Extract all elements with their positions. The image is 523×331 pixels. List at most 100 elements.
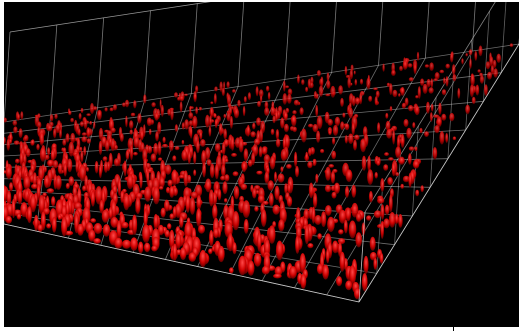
spike-mark (64, 230, 74, 236)
spike-mark (219, 81, 223, 93)
spike-mark (436, 116, 442, 128)
spike-mark (334, 116, 341, 127)
spike-mark (382, 63, 385, 72)
spike-mark (159, 177, 165, 189)
spike-mark (158, 157, 163, 162)
spike-mark (451, 64, 456, 76)
spike-mark (493, 68, 498, 78)
spike-mark (70, 132, 76, 144)
spike-mark (247, 260, 255, 276)
spike-mark (5, 166, 12, 180)
spike-mark (320, 211, 327, 228)
spike-mark (183, 170, 189, 187)
spike-mark (386, 82, 390, 87)
spike-mark (68, 110, 72, 116)
spike-mark (477, 69, 481, 73)
spike-mark (135, 197, 141, 214)
spike-mark (338, 85, 343, 95)
spike-mark (324, 184, 332, 193)
spike-mark (33, 214, 39, 232)
3d-surface-viewport[interactable] (4, 2, 519, 327)
spike-mark (140, 130, 144, 141)
spike-mark (457, 88, 461, 99)
spike-mark (192, 115, 198, 129)
spike-mark (387, 177, 393, 186)
grid-line (358, 211, 366, 303)
spike-mark (420, 78, 425, 86)
spike-mark (347, 77, 352, 89)
spike-mark (170, 108, 174, 121)
spike-mark (394, 213, 399, 225)
spike-mark (178, 174, 185, 179)
spike-mark (490, 65, 495, 75)
spike-mark (305, 151, 309, 162)
spike-mark (227, 94, 231, 107)
grid-line (471, 2, 476, 52)
spike-mark (399, 65, 403, 72)
spike-mark (209, 163, 215, 178)
spike-mark (155, 131, 159, 142)
spike-mark (179, 95, 184, 102)
spike-mark (401, 102, 406, 109)
spike-mark (88, 229, 96, 242)
spike-mark (83, 146, 87, 157)
spike-mark (403, 119, 409, 127)
spike-mark (429, 62, 434, 71)
spike-mark (94, 161, 99, 174)
spike-mark (85, 167, 89, 172)
spike-mark (338, 229, 344, 235)
spike-mark (324, 205, 332, 216)
spike-mark (361, 155, 367, 171)
spike-mark (104, 107, 108, 112)
spike-mark (264, 107, 270, 116)
spike-mark (237, 99, 241, 107)
spike-mark (32, 172, 37, 188)
spike-mark (286, 93, 292, 104)
spike-mark (345, 169, 353, 182)
spike-mark (338, 209, 347, 224)
spike-mark (61, 216, 68, 237)
spike-mark (243, 219, 249, 234)
spike-mark (328, 130, 332, 136)
spike-mark (38, 195, 45, 215)
spike-mark (288, 266, 297, 279)
spike-mark (222, 181, 228, 195)
spike-mark (269, 155, 276, 170)
spike-mark (188, 252, 197, 262)
spike-mark (396, 135, 401, 150)
spike-mark (268, 225, 276, 244)
spike-mark (114, 237, 123, 249)
spike-mark (193, 151, 197, 165)
spike-mark (184, 119, 190, 130)
spike-mark (424, 64, 429, 68)
spike-mark (351, 184, 357, 198)
grid-line (378, 2, 384, 66)
spike-mark (274, 185, 280, 200)
spike-mark (168, 140, 174, 152)
spike-mark (122, 102, 126, 108)
spike-mark (209, 230, 214, 247)
spike-mark (102, 224, 111, 237)
spike-mark (187, 151, 191, 165)
spike-mark (86, 127, 91, 138)
spike-mark (213, 93, 217, 105)
spike-mark (277, 173, 285, 183)
spike-mark (412, 122, 416, 129)
spike-mark (398, 214, 403, 228)
spike-mark (509, 43, 514, 48)
spike-mark (348, 107, 354, 119)
spike-mark (97, 110, 102, 121)
spike-mark (339, 251, 346, 272)
spike-mark (139, 172, 143, 189)
spike-mark (286, 164, 292, 169)
spike-mark (243, 148, 249, 162)
spike-mark (158, 186, 164, 190)
spike-mark (46, 223, 51, 229)
grid-line (229, 72, 333, 274)
spike-mark (304, 224, 310, 245)
spike-mark (308, 123, 314, 128)
spike-mark (496, 53, 502, 63)
spike-mark (353, 139, 357, 151)
spike-mark (209, 115, 212, 128)
spike-mark (144, 186, 152, 202)
